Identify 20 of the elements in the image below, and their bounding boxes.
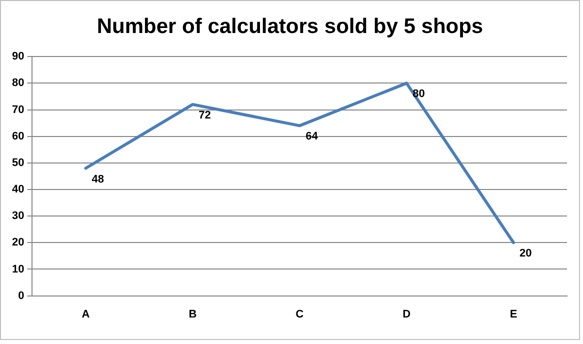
data-label: 20 xyxy=(520,248,532,260)
y-tick-label: 30 xyxy=(12,210,24,222)
x-tick-label: D xyxy=(402,308,411,320)
y-tick-label: 20 xyxy=(12,236,24,249)
y-tick-label: 0 xyxy=(18,290,24,302)
x-tick-label: A xyxy=(82,308,90,320)
y-tick-label: 40 xyxy=(12,184,24,196)
y-tick-label: 10 xyxy=(12,263,24,276)
data-label: 72 xyxy=(198,109,211,122)
y-tick-label: 70 xyxy=(12,104,24,116)
chart-title: Number of calculators sold by 5 shops xyxy=(96,15,484,39)
y-tick-label: 90 xyxy=(12,50,24,63)
data-label: 48 xyxy=(92,173,104,186)
x-tick-label: B xyxy=(188,308,197,320)
y-tick-label: 80 xyxy=(12,77,24,90)
data-label: 64 xyxy=(306,130,319,143)
y-tick-label: 60 xyxy=(12,130,24,142)
x-tick-label: C xyxy=(296,308,304,320)
y-tick-label: 50 xyxy=(12,156,24,169)
x-tick-label: E xyxy=(510,308,518,320)
